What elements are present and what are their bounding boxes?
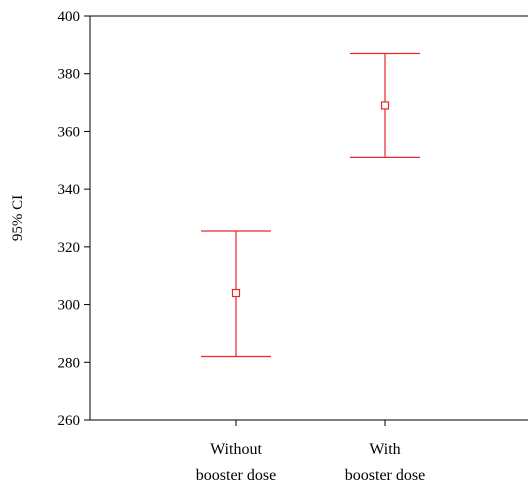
- mean-marker-0: [231, 288, 241, 298]
- x-category-label-line: booster dose: [345, 467, 425, 484]
- axes: [89, 15, 528, 421]
- y-axis-ticks: 260 280 300 320 340 360 380 400: [58, 9, 90, 429]
- y-tick-label-340: 340: [58, 182, 81, 198]
- y-axis-label: 95% CI: [10, 195, 26, 241]
- y-tick-label-320: 320: [58, 240, 81, 256]
- y-tick-label-260: 260: [58, 413, 81, 429]
- x-category-label-line: Without: [210, 441, 262, 458]
- y-tick-label-280: 280: [58, 355, 81, 371]
- error-bars: [201, 52, 420, 358]
- mean-marker-1: [380, 101, 390, 110]
- y-tick-label-400: 400: [58, 9, 81, 25]
- y-tick-label-300: 300: [58, 298, 81, 314]
- x-axis-ticks: Without booster dose With booster dose: [196, 420, 425, 484]
- y-tick-label-360: 360: [58, 124, 81, 140]
- x-category-label-line: With: [369, 441, 400, 458]
- x-category-label-0: Without booster dose: [196, 441, 276, 484]
- x-category-label-line: booster dose: [196, 467, 276, 484]
- y-tick-label-380: 380: [58, 67, 81, 83]
- x-category-label-1: With booster dose: [345, 441, 425, 484]
